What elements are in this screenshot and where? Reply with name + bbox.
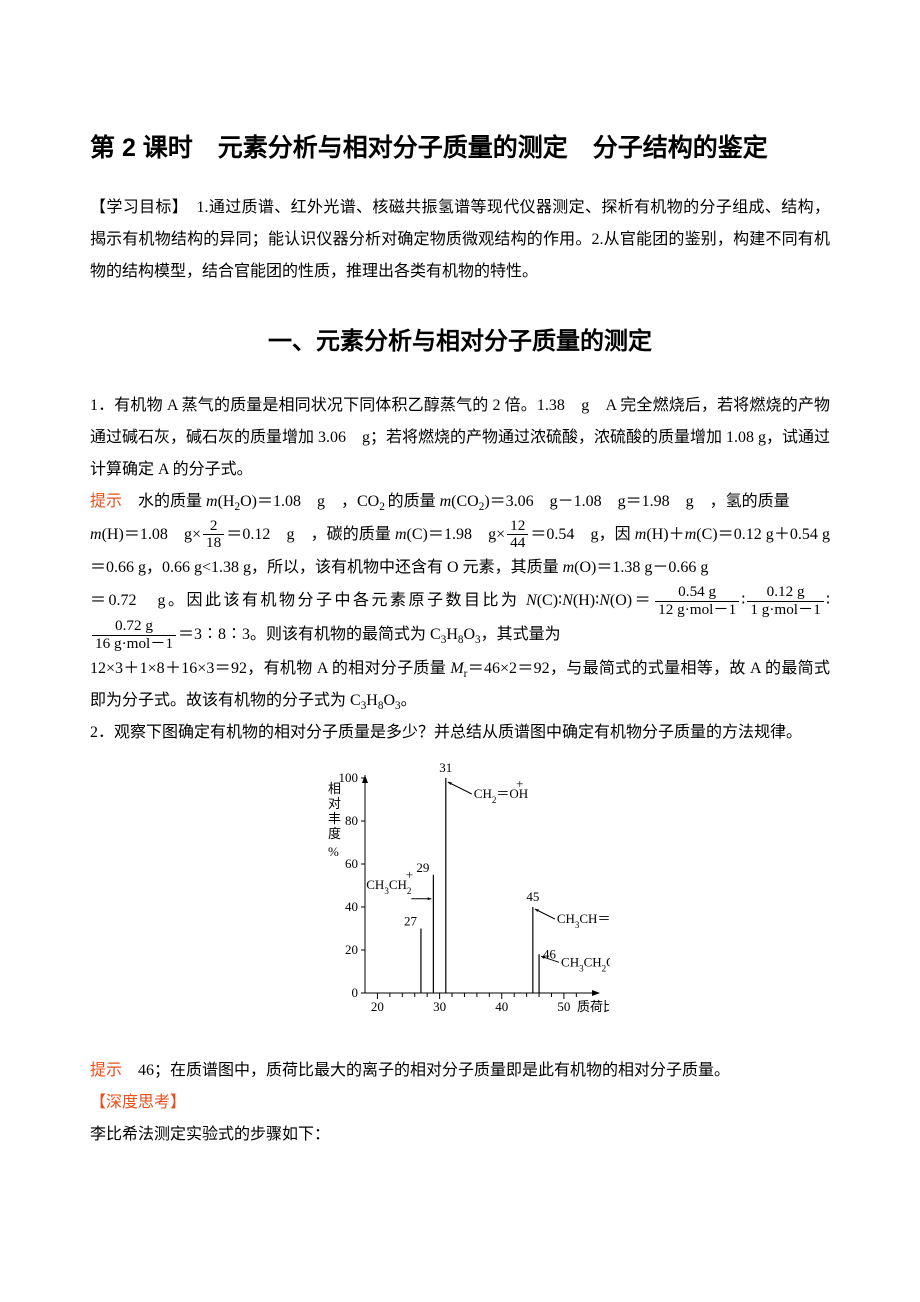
mass-spectrum-chart: 相对丰度%02040608010020304050质荷比2729CH3CH2+3… (90, 763, 830, 1045)
learning-objectives: 【学习目标】 1.通过质谱、红外光谱、核磁共振氢谱等现代仪器测定、探析有机物的分… (90, 192, 830, 288)
t: ∶ (826, 592, 830, 609)
svg-text:45: 45 (526, 889, 539, 904)
t: (O)＝1.38 g－0.66 g (574, 559, 708, 576)
fraction-4: 0.12 g1 g·mol－1 (747, 584, 823, 618)
svg-text:丰: 丰 (328, 811, 341, 826)
t: (H)∶ (573, 592, 599, 609)
svg-text:29: 29 (416, 860, 429, 875)
svg-text:27: 27 (404, 913, 418, 928)
t: (H)＋ (646, 525, 684, 542)
svg-text:100: 100 (339, 770, 359, 785)
t: (H (218, 493, 235, 510)
t: (H)＝1.08 g× (102, 525, 201, 542)
hint-2-text: 46；在质谱图中，质荷比最大的离子的相对分子质量即是此有机物的相对分子质量。 (122, 1062, 730, 1079)
svg-text:20: 20 (345, 942, 358, 957)
svg-text:50: 50 (557, 999, 570, 1014)
t: O (383, 692, 395, 709)
question-2: 2．观察下图确定有机物的相对分子质量是多少？并总结从质谱图中确定有机物分子质量的… (90, 717, 830, 749)
t: (CO (451, 493, 479, 510)
svg-text:80: 80 (345, 813, 358, 828)
svg-text:CH3CH2: CH3CH2 (366, 877, 411, 896)
svg-text:度: 度 (328, 826, 341, 841)
t: ＝0.54 g，因 (530, 525, 634, 542)
hint-1-line-1: 提示 水的质量 m(H2O)＝1.08 g ，CO2 的质量 m(CO2)＝3.… (90, 486, 830, 518)
t: ＝3∶8∶3。则该有机物的最简式为 C (178, 626, 441, 643)
svg-text:31: 31 (439, 763, 452, 775)
fraction-1: 218 (203, 518, 224, 552)
hint-2: 提示 46；在质谱图中，质荷比最大的离子的相对分子质量即是此有机物的相对分子质量… (90, 1055, 830, 1087)
svg-text:%: % (328, 844, 339, 859)
deep-label: 【深度思考】 (90, 1094, 186, 1111)
t: O (463, 626, 475, 643)
t: 。 (401, 692, 417, 709)
hint-1-line-4: 12×3＋1×8＋16×3＝92，有机物 A 的相对分子质量 Mr＝46×2＝9… (90, 653, 830, 717)
fraction-2: 1244 (507, 518, 528, 552)
hint-1-line-2: m(H)＝1.08 g×218＝0.12 g ，碳的质量 m(C)＝1.98 g… (90, 518, 830, 584)
objectives-text: 1.通过质谱、红外光谱、核磁共振氢谱等现代仪器测定、探析有机物的分子组成、结构，… (90, 199, 830, 280)
t: (O)＝ (610, 592, 653, 609)
t: )＝3.06 g－1.08 g＝1.98 g ，氢的质量 (484, 493, 789, 510)
t: ∶ (741, 592, 745, 609)
t: 12×3＋1×8＋16×3＝92，有机物 A 的相对分子质量 (90, 660, 450, 677)
svg-text:+: + (516, 776, 523, 791)
section-1-heading: 一、元素分析与相对分子质量的测定 (90, 318, 830, 366)
t: ＝0.72 g。因此该有机物分子中各元素原子数目比为 (90, 592, 526, 609)
svg-text:30: 30 (433, 999, 446, 1014)
t: (C)＝1.98 g× (407, 525, 506, 542)
svg-text:质荷比: 质荷比 (577, 999, 610, 1014)
fraction-3: 0.54 g12 g·mol－1 (655, 584, 739, 618)
t: ＝0.12 g ，碳的质量 (226, 525, 395, 542)
question-1: 1．有机物 A 蒸气的质量是相同状况下同体积乙醇蒸气的 2 倍。1.38 g A… (90, 390, 830, 486)
t: H (446, 626, 458, 643)
deep-thinking-label: 【深度思考】 (90, 1087, 830, 1119)
hint-1-line-3: ＝0.72 g。因此该有机物分子中各元素原子数目比为 N(C)∶N(H)∶N(O… (90, 584, 830, 653)
deep-thinking-text: 李比希法测定实验式的步骤如下： (90, 1119, 830, 1151)
svg-text:60: 60 (345, 856, 358, 871)
svg-text:CH3CH2OH: CH3CH2OH (561, 954, 610, 973)
svg-text:40: 40 (345, 899, 358, 914)
svg-text:20: 20 (371, 999, 384, 1014)
hint-label: 提示 (90, 493, 122, 510)
svg-text:对: 对 (328, 796, 341, 811)
svg-text:40: 40 (495, 999, 508, 1014)
t: ，其式量为 (481, 626, 561, 643)
t: 水的质量 (122, 493, 206, 510)
svg-text:0: 0 (352, 985, 359, 1000)
svg-text:+: + (406, 867, 413, 882)
t: (C)∶ (537, 592, 563, 609)
t: H (366, 692, 378, 709)
t: O)＝1.08 g ，CO (240, 493, 379, 510)
svg-text:CH3CH＝OH: CH3CH＝OH (557, 911, 610, 930)
objectives-label: 【学习目标】 (90, 199, 180, 216)
fraction-5: 0.72 g16 g·mol－1 (92, 618, 176, 652)
t: 的质量 (388, 493, 440, 510)
hint-label: 提示 (90, 1062, 122, 1079)
lesson-title: 第 2 课时 元素分析与相对分子质量的测定 分子结构的鉴定 (90, 130, 830, 168)
